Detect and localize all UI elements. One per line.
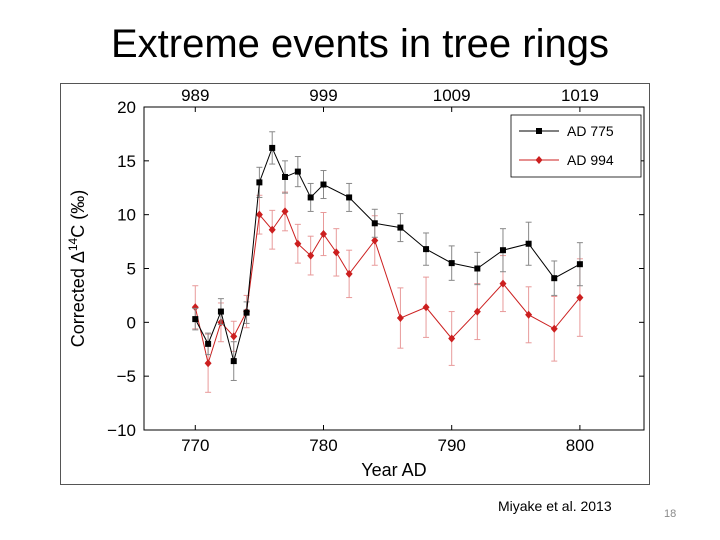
- series-ad-775: [192, 131, 583, 381]
- data-point: [294, 168, 301, 175]
- data-point: [448, 260, 455, 267]
- y-tick-labels: −10 −5 0 5 10 15 20: [107, 98, 136, 440]
- data-point: [204, 359, 212, 368]
- y-axis-label: Corrected Δ14C (‰): [66, 190, 88, 347]
- y-axis-label-suffix: C (‰): [68, 190, 88, 238]
- x-axis-label: Year AD: [361, 460, 426, 480]
- data-point: [243, 309, 250, 316]
- data-point: [525, 310, 533, 319]
- data-point: [423, 246, 430, 253]
- citation: Miyake et al. 2013: [498, 498, 612, 514]
- data-point: [255, 210, 263, 219]
- data-point: [499, 279, 507, 288]
- top-tick-label: 1009: [433, 86, 471, 105]
- y-tick-label: 15: [117, 152, 136, 171]
- y-tick-label: 10: [117, 206, 136, 225]
- data-point: [217, 308, 224, 315]
- data-point: [230, 332, 238, 341]
- data-point: [268, 225, 276, 234]
- data-point: [307, 251, 315, 260]
- legend: AD 775 AD 994: [510, 114, 642, 178]
- data-point: [281, 207, 289, 216]
- y-tick-label: 0: [127, 313, 136, 332]
- data-point: [448, 334, 456, 343]
- data-point: [307, 194, 314, 201]
- slide-number: 18: [664, 508, 677, 520]
- x-tick-label: 770: [181, 436, 209, 455]
- data-point: [397, 224, 404, 231]
- data-point: [269, 144, 276, 151]
- legend-box: [510, 114, 642, 178]
- y-tick-label: −10: [107, 421, 136, 440]
- legend-marker: [535, 156, 543, 164]
- data-point: [371, 236, 379, 245]
- data-point: [256, 179, 263, 186]
- legend-entry: AD 994: [519, 152, 614, 168]
- data-point: [282, 173, 289, 180]
- data-point: [499, 247, 506, 254]
- data-point: [332, 248, 340, 257]
- slide-title: Extreme events in tree rings: [111, 22, 609, 66]
- data-point: [294, 239, 302, 248]
- top-tick-label: 989: [181, 86, 209, 105]
- y-tick-label: −5: [117, 367, 136, 386]
- data-point: [345, 269, 353, 278]
- data-point: [230, 358, 237, 365]
- y-tick-label: 5: [127, 260, 136, 279]
- top-tick-label: 1019: [561, 86, 599, 105]
- data-point: [550, 324, 558, 333]
- y-tick-label: 20: [117, 98, 136, 117]
- x-tick-label: 800: [566, 436, 594, 455]
- legend-entries: AD 775 AD 994: [519, 123, 614, 168]
- y-axis-label-prefix: Corrected Δ: [68, 251, 88, 347]
- data-point: [576, 261, 583, 268]
- chart-svg: −10 −5 0 5 10 15 20 770 780 790 800 989 999 1009 101…: [60, 83, 650, 485]
- data-point: [371, 220, 378, 227]
- top-axis-tick-labels: 989 999 1009 1019: [181, 86, 599, 105]
- data-point: [205, 340, 212, 347]
- legend-entry: AD 775: [519, 123, 614, 139]
- legend-marker: [536, 128, 542, 134]
- top-tick-label: 999: [309, 86, 337, 105]
- data-point: [576, 293, 584, 302]
- x-tick-label: 790: [438, 436, 466, 455]
- data-point: [473, 307, 481, 316]
- data-point: [525, 240, 532, 247]
- data-point: [320, 181, 327, 188]
- series-layer: [191, 131, 584, 393]
- y-axis-label-superscript: 14: [66, 237, 80, 251]
- x-tick-labels: 770 780 790 800: [181, 436, 594, 455]
- data-point: [422, 303, 430, 312]
- legend-label: AD 775: [567, 123, 614, 139]
- data-point: [396, 314, 404, 323]
- legend-label: AD 994: [567, 152, 614, 168]
- data-point: [191, 303, 199, 312]
- series-line: [194, 210, 581, 366]
- x-tick-label: 780: [309, 436, 337, 455]
- data-point: [346, 194, 353, 201]
- data-point: [192, 316, 199, 323]
- data-point: [551, 275, 558, 282]
- chart-figure: −10 −5 0 5 10 15 20 770 780 790 800 989 999 1009 101…: [60, 83, 650, 485]
- axis-ticks: [144, 106, 644, 431]
- data-point: [474, 265, 481, 272]
- data-point: [319, 230, 327, 239]
